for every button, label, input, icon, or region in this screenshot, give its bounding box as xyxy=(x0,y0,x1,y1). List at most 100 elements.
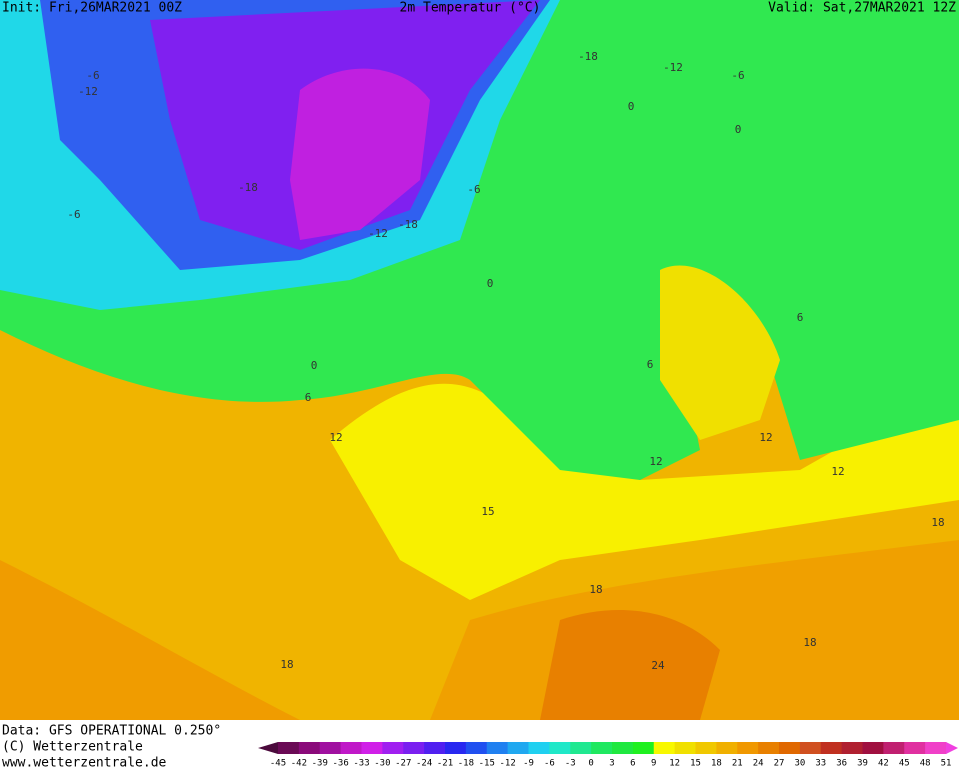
contour-label: 18 xyxy=(589,583,602,596)
colorbar-box xyxy=(758,742,780,754)
contour-label: -18 xyxy=(578,50,598,63)
contour-label: 18 xyxy=(803,636,816,649)
colorbar-label: 42 xyxy=(878,759,889,769)
colorbar-box xyxy=(361,742,383,754)
colorbar-label: -15 xyxy=(479,759,495,769)
colorbar-label: 39 xyxy=(857,759,868,769)
colorbar-box xyxy=(278,742,300,754)
colorbar-box xyxy=(737,742,759,754)
colorbar-label: 45 xyxy=(899,759,910,769)
colorbar-box xyxy=(632,742,655,754)
colorbar-box xyxy=(820,742,843,754)
colorbar-box xyxy=(695,742,717,754)
colorbar-label: 6 xyxy=(630,759,635,769)
contour-label: -12 xyxy=(663,61,683,74)
mild-field xyxy=(660,265,780,440)
mild-field xyxy=(330,380,959,600)
colorbar-label: 33 xyxy=(815,759,826,769)
colorbar-box xyxy=(445,742,467,754)
colorbar-label: -36 xyxy=(332,759,348,769)
colorbar-box xyxy=(424,742,446,754)
footer-data: Data: GFS OPERATIONAL 0.250° xyxy=(2,724,221,739)
colorbar-label: -21 xyxy=(437,759,453,769)
colorbar-label: -18 xyxy=(458,759,474,769)
contour-label: 24 xyxy=(651,659,665,672)
colorbar-box xyxy=(716,742,738,754)
contour-label: -12 xyxy=(78,85,98,98)
contour-label: 12 xyxy=(831,465,844,478)
contour-label: 6 xyxy=(647,358,654,371)
colorbar-box xyxy=(298,742,321,754)
colorbar-box xyxy=(674,742,696,754)
colorbar-label: 30 xyxy=(794,759,805,769)
colorbar-label: -39 xyxy=(312,759,328,769)
contour-label: 18 xyxy=(931,516,944,529)
contour-label: 6 xyxy=(305,391,312,404)
contour-label: -6 xyxy=(86,69,99,82)
colorbar-label: -45 xyxy=(270,759,286,769)
colorbar-label: -30 xyxy=(374,759,390,769)
colorbar-label: 21 xyxy=(732,759,743,769)
colorbar-label: -24 xyxy=(416,759,432,769)
contour-label: -18 xyxy=(238,181,258,194)
colorbar-box xyxy=(779,742,801,754)
contour-label: 0 xyxy=(735,123,742,136)
colorbar-label: 0 xyxy=(588,759,593,769)
colorbar-label: 15 xyxy=(690,759,701,769)
valid-text: Valid: Sat,27MAR2021 12Z xyxy=(768,1,956,16)
colorbar-label: -3 xyxy=(565,759,576,769)
contour-label: 18 xyxy=(280,658,293,671)
colorbar-label: 48 xyxy=(920,759,931,769)
colorbar-box xyxy=(340,742,362,754)
colorbar-label: -9 xyxy=(523,759,534,769)
colorbar-box xyxy=(883,742,905,754)
contour-label: 12 xyxy=(329,431,342,444)
warm-field xyxy=(0,560,300,720)
colorbar-box xyxy=(862,742,884,754)
colorbar-high-triangle xyxy=(946,742,958,754)
contour-label: 0 xyxy=(311,359,318,372)
contour-label: 6 xyxy=(797,311,804,324)
colorbar-box xyxy=(528,742,550,754)
hot-field xyxy=(540,610,720,720)
contour-label: 15 xyxy=(481,505,494,518)
contour-label: 12 xyxy=(649,455,662,468)
footer-url: www.wetterzentrale.de xyxy=(2,756,167,770)
footer-copyright: (C) Wetterzentrale xyxy=(2,740,143,755)
colorbar-label: 27 xyxy=(774,759,785,769)
colorbar-label: 51 xyxy=(941,759,952,769)
colorbar-box xyxy=(486,742,509,754)
colorbar-box xyxy=(382,742,404,754)
contour-label: -18 xyxy=(398,218,418,231)
contour-label: -6 xyxy=(731,69,744,82)
contour-label: 0 xyxy=(487,277,494,290)
contour-label: 12 xyxy=(759,431,772,444)
colorbar-box xyxy=(612,742,634,754)
colorbar-box xyxy=(507,742,529,754)
colorbar-box xyxy=(465,742,488,754)
colorbar-box xyxy=(403,742,425,754)
colorbar-box xyxy=(799,742,822,754)
colorbar-box xyxy=(904,742,926,754)
colorbar-label: 3 xyxy=(609,759,614,769)
contour-label: -12 xyxy=(368,227,388,240)
map xyxy=(0,0,959,720)
init-text: Init: Fri,26MAR2021 00Z xyxy=(2,1,182,16)
colorbar-box xyxy=(653,742,676,754)
colorbar-box xyxy=(319,742,342,754)
colorbar-box xyxy=(570,742,592,754)
colorbar-box xyxy=(591,742,613,754)
colorbar-low-triangle xyxy=(258,742,278,754)
colorbar-label: -33 xyxy=(353,759,369,769)
contour-label: -6 xyxy=(467,183,480,196)
map-title: 2m Temperatur (°C) xyxy=(400,1,541,16)
colorbar-label: 12 xyxy=(669,759,680,769)
colorbar-label: 36 xyxy=(836,759,847,769)
contour-label: 0 xyxy=(628,100,635,113)
greenland-field xyxy=(290,68,430,240)
colorbar-box xyxy=(925,742,947,754)
contour-label: -6 xyxy=(67,208,80,221)
colorbar-label: 18 xyxy=(711,759,722,769)
colorbar-box xyxy=(549,742,571,754)
